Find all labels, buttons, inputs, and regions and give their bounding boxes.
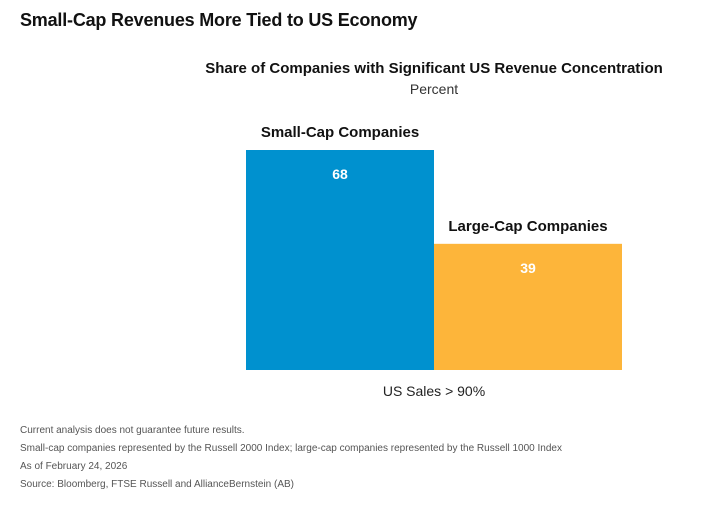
bar-value-label: 39 (520, 260, 536, 276)
footnote-source: Source: Bloomberg, FTSE Russell and Alli… (20, 479, 295, 490)
page-title: Small-Cap Revenues More Tied to US Econo… (20, 10, 418, 30)
chart-title: Share of Companies with Significant US R… (205, 60, 663, 77)
bar-chart: 68 Small-Cap Companies 39 Large-Cap Compani… (246, 124, 622, 399)
footnote-date: As of February 24, 2026 (20, 461, 128, 472)
bar-value-label: 68 (332, 166, 348, 182)
footnote-disclaimer: Current analysis does not guarantee futu… (20, 425, 245, 436)
bar-category-label: Small-Cap Companies (261, 124, 419, 141)
footnote-index-note: Small-cap companies represented by the R… (20, 443, 562, 454)
bar-category-label: Large-Cap Companies (448, 218, 607, 235)
bar-small-cap (246, 150, 434, 370)
footnotes: Current analysis does not guarantee futu… (20, 422, 562, 494)
bar-large-cap (434, 243, 622, 370)
x-axis-label: US Sales > 90% (383, 383, 485, 399)
chart-subtitle: Percent (409, 81, 459, 97)
